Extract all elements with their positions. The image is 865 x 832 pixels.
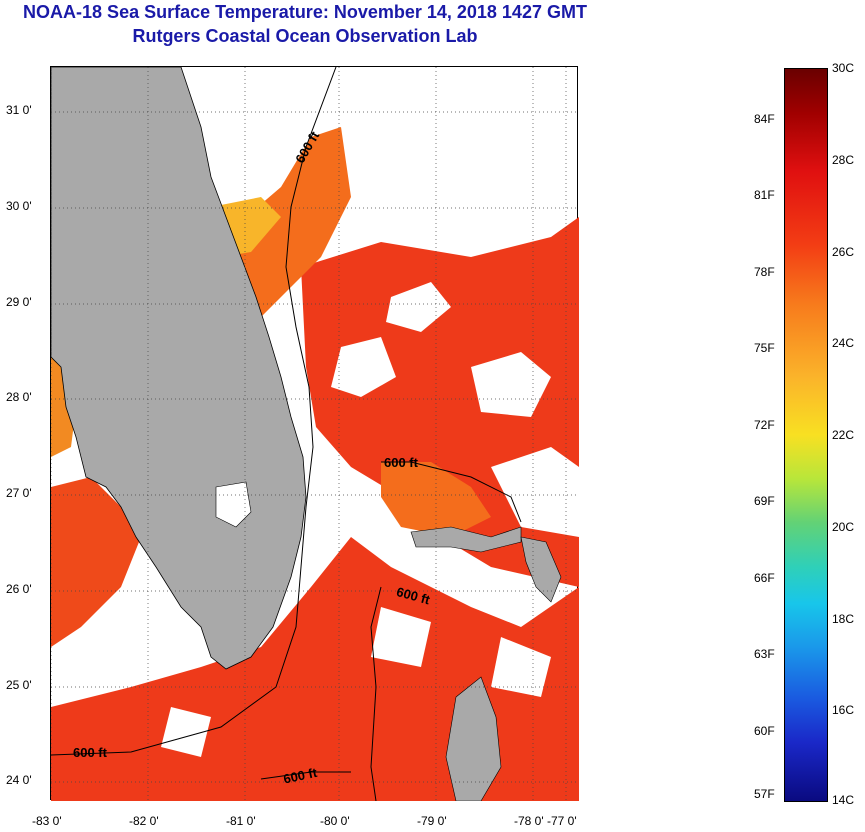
isobath-label-keys: 600 ft <box>73 745 108 760</box>
lon-tick-label: -83 0' <box>32 814 62 828</box>
lon-tick-label: -77 0' <box>547 814 577 828</box>
fahrenheit-label: 60F <box>754 723 775 738</box>
fahrenheit-label: 81F <box>754 188 775 203</box>
celsius-label: 24C <box>832 336 855 351</box>
abaco <box>520 536 562 603</box>
celsius-label: 28C <box>832 152 855 167</box>
celsius-label: 22C <box>832 428 855 442</box>
lat-tick-label: 24 0' <box>6 773 32 787</box>
celsius-label: 18C <box>832 611 855 626</box>
lat-tick-label: 25 0' <box>6 678 32 692</box>
fahrenheit-label: 72F <box>754 417 775 432</box>
isobath-label-south: 600 ft <box>282 765 319 787</box>
sst-map[interactable]: 600 ft 600 ft 600 ft 600 ft 600 ft <box>50 66 579 801</box>
fahrenheit-label: 78F <box>754 264 775 279</box>
fahrenheit-label: 57F <box>754 787 775 801</box>
lat-tick-label: 31 0' <box>6 103 32 117</box>
celsius-label: 16C <box>832 703 855 718</box>
temperature-colorbar <box>784 68 828 802</box>
fahrenheit-label: 84F <box>754 111 775 126</box>
celsius-label: 30C <box>832 61 855 75</box>
celsius-label: 14C <box>832 793 855 807</box>
lon-tick-label: -82 0' <box>129 814 159 828</box>
lon-tick-label: -81 0' <box>226 814 256 828</box>
chart-title: NOAA-18 Sea Surface Temperature: Novembe… <box>23 2 587 22</box>
lon-tick-label: -78 0' <box>514 814 544 828</box>
sst-red-gulf <box>51 477 141 647</box>
isobath-label-bahama: 600 ft <box>384 455 419 470</box>
lon-tick-label: -80 0' <box>320 814 350 828</box>
fahrenheit-label: 69F <box>754 494 775 509</box>
lat-tick-label: 26 0' <box>6 582 32 596</box>
lat-tick-label: 30 0' <box>6 199 32 213</box>
fahrenheit-label: 75F <box>754 341 775 356</box>
fahrenheit-label: 66F <box>754 570 775 585</box>
celsius-label: 20C <box>832 519 855 534</box>
grand-bahama <box>410 526 522 553</box>
map-canvas: 600 ft 600 ft 600 ft 600 ft 600 ft <box>51 67 579 801</box>
andros <box>445 676 502 801</box>
lat-tick-label: 27 0' <box>6 486 32 500</box>
lat-tick-label: 28 0' <box>6 390 32 404</box>
lat-tick-label: 29 0' <box>6 295 32 309</box>
lon-tick-label: -79 0' <box>417 814 447 828</box>
celsius-label: 26C <box>832 244 855 259</box>
chart-subtitle: Rutgers Coastal Ocean Observation Lab <box>132 26 478 46</box>
lat-gridlines <box>51 111 579 783</box>
lake-okeechobee <box>215 481 252 528</box>
fahrenheit-label: 63F <box>754 647 775 662</box>
isobath-600ft <box>51 67 522 801</box>
